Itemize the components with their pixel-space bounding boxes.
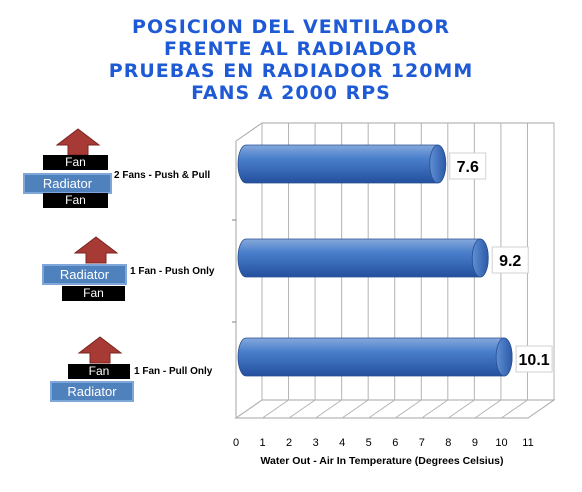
bar [237, 144, 447, 184]
category-label: 1 Fan - Pull Only [134, 366, 213, 377]
bar [237, 238, 489, 278]
gridline [448, 399, 475, 419]
data-label: 9.2 [499, 253, 521, 270]
bar-body [237, 337, 513, 377]
up-arrow-icon [78, 336, 122, 364]
data-label-box [515, 345, 553, 373]
x-tick-label: 7 [419, 437, 425, 449]
bar-body [237, 238, 489, 278]
gridline [501, 399, 528, 419]
x-tick-label: 6 [392, 437, 398, 449]
x-tick-label: 9 [472, 437, 478, 449]
bar-cap [471, 238, 489, 278]
bar [237, 337, 513, 377]
title-line-1: POSICION DEL VENTILADOR [132, 16, 450, 38]
fan-block: Fan [43, 193, 108, 208]
category-label: 1 Fan - Push Only [130, 266, 215, 277]
fan-block: Fan [43, 155, 108, 170]
gridline [368, 399, 396, 419]
chart-bars [237, 144, 513, 377]
gridline [315, 399, 342, 419]
chart-left-wall-edge [235, 122, 263, 142]
gridline [341, 399, 369, 419]
title-line-3: PRUEBAS EN RADIADOR 120MM [108, 60, 474, 82]
x-axis-label: Water Out - Air In Temperature (Degrees … [261, 455, 504, 467]
gridline [421, 399, 449, 419]
data-label-box [449, 152, 487, 180]
x-tick-label: 1 [259, 437, 265, 449]
fan-block: Fan [68, 364, 130, 379]
x-tick-label: 10 [495, 437, 507, 449]
title-line-2: FRENTE AL RADIADOR [164, 38, 418, 60]
chart-labels: 0 1 2 3 4 5 6 7 8 9 10 11 Water Out - Air In Tempera… [233, 152, 553, 467]
gridline [394, 399, 422, 419]
radiator-block: Radiator [42, 264, 127, 285]
x-tick-label: 0 [233, 437, 239, 449]
x-tick-label: 2 [286, 437, 292, 449]
gridline [288, 399, 316, 419]
chart-floor [234, 399, 556, 419]
x-tick-label: 4 [339, 437, 345, 449]
data-label: 7.6 [457, 159, 479, 176]
fan-block: Fan [62, 286, 125, 301]
bar-body [237, 144, 447, 184]
chart-title: POSICION DEL VENTILADOR FRENTE AL RADIAD… [0, 16, 582, 104]
gridline [474, 399, 502, 419]
x-tick-label: 11 [522, 437, 533, 449]
gridline [262, 399, 289, 419]
title-line-4: FANS A 2000 RPS [191, 82, 391, 104]
bar-cap [429, 144, 447, 184]
up-arrow-icon [56, 128, 100, 156]
radiator-block: Radiator [23, 173, 112, 194]
category-label: 2 Fans - Push & Pull [114, 170, 211, 181]
x-tick-label: 3 [313, 437, 319, 449]
gridline [235, 399, 263, 419]
radiator-block: Radiator [50, 381, 134, 402]
gridline [527, 399, 555, 419]
up-arrow-icon [74, 236, 118, 264]
x-tick-label: 8 [445, 437, 451, 449]
data-label: 10.1 [519, 352, 550, 369]
data-label-box [491, 246, 529, 274]
bar-cap [495, 337, 513, 377]
x-tick-label: 5 [366, 437, 372, 449]
